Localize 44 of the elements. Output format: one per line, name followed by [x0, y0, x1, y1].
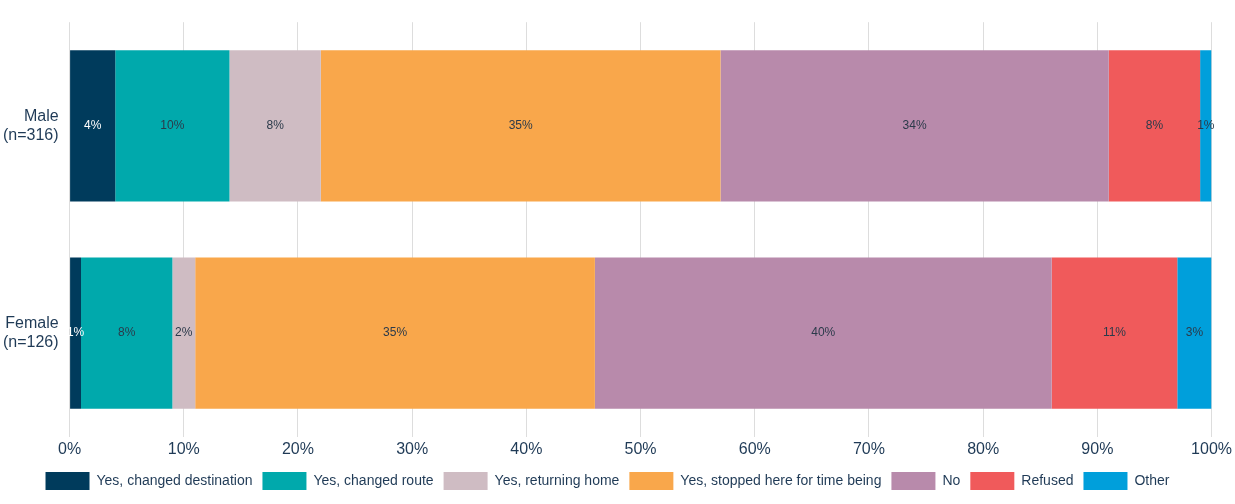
data-label: 11%	[1102, 325, 1127, 340]
bar	[320, 50, 721, 202]
x-tick-label: 100%	[1191, 439, 1232, 457]
legend-label: No	[942, 471, 961, 488]
bar	[70, 257, 82, 409]
bar	[720, 50, 1109, 202]
legend-label: Other	[1134, 471, 1170, 488]
y-tick-label: Female (n=126)	[3, 313, 59, 351]
legend-label: Yes, changed destination	[96, 471, 253, 488]
data-label: 34%	[902, 118, 927, 133]
x-tick-label: 10%	[167, 439, 200, 457]
x-tick-label: 90%	[1081, 439, 1114, 457]
x-tick-label: 50%	[624, 439, 657, 457]
data-label: 35%	[508, 118, 533, 133]
data-label: 2%	[175, 325, 193, 340]
x-tick-label: 30%	[396, 439, 429, 457]
data-label: 35%	[383, 325, 408, 340]
data-label: 40%	[811, 325, 836, 340]
bar	[115, 50, 230, 202]
bar	[1200, 50, 1212, 202]
legend-label: Yes, returning home	[494, 471, 620, 488]
data-label: 8%	[118, 325, 136, 340]
x-tick-label: 70%	[852, 439, 885, 457]
x-tick-label: 40%	[510, 439, 543, 457]
bar	[195, 257, 595, 409]
data-label: 8%	[1145, 118, 1164, 133]
x-tick-label: 60%	[738, 439, 771, 457]
bar	[1051, 257, 1178, 409]
data-label: 3%	[1185, 325, 1204, 340]
bar	[70, 50, 116, 202]
x-tick-label: 0%	[58, 439, 82, 457]
bar	[229, 50, 321, 202]
data-label: 4%	[84, 118, 102, 133]
bar	[1177, 257, 1212, 409]
legend-label: Yes, stopped here for time being	[680, 471, 882, 488]
bar	[172, 257, 196, 409]
bar	[594, 257, 1052, 409]
data-label: 8%	[266, 118, 285, 133]
y-tick-label: Male (n=316)	[3, 106, 59, 143]
legend-label: Refused	[1021, 471, 1074, 488]
x-tick-label: 20%	[281, 439, 314, 457]
x-tick-label: 80%	[967, 439, 1000, 457]
legend-label: Yes, changed route	[313, 471, 434, 488]
data-label: 10%	[160, 118, 185, 133]
